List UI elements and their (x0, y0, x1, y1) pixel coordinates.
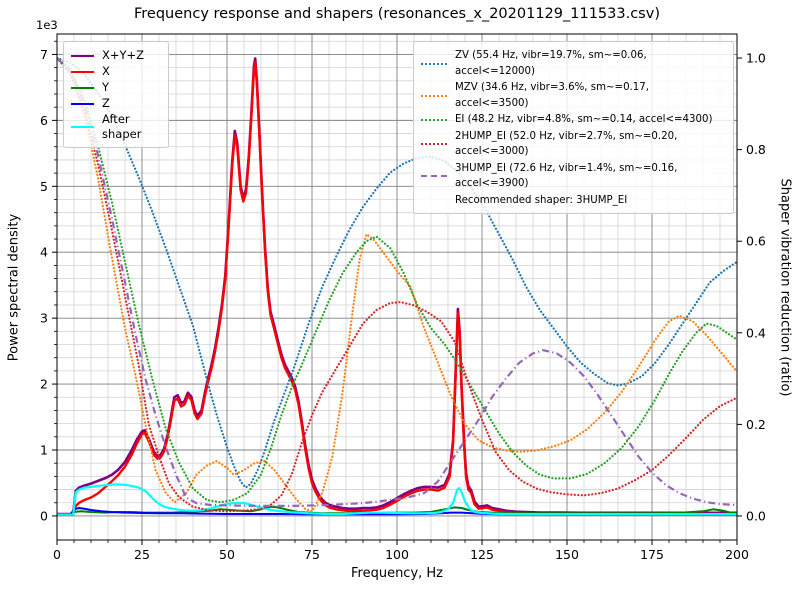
legend-line-sample (71, 70, 94, 73)
legend-label: X (102, 64, 110, 78)
legend-label: After shaper (102, 112, 142, 141)
y-left-tick-label: 2 (40, 377, 48, 392)
y-right-tick-label: 0.8 (746, 142, 766, 157)
y-right-tick-label: 0.4 (746, 325, 766, 340)
legend-item-z: Z (71, 96, 160, 111)
legend-line-sample (71, 102, 94, 105)
grid-minor (57, 34, 737, 540)
legend-label: ZV (55.4 Hz, vibr=19.7%, sm~=0.06, accel… (455, 50, 647, 77)
x-tick-label: 175 (640, 547, 664, 562)
legend-line-sample (421, 143, 447, 145)
legend-shapers: ZV (55.4 Hz, vibr=19.7%, sm~=0.06, accel… (413, 41, 734, 214)
legend-item-ei: EI (48.2 Hz, vibr=4.8%, sm~=0.14, accel<… (421, 112, 725, 128)
axis-tick-labels: 0 25 50 75 100 125 150 175 200 0 1 2 3 4 5 6 7 0.0 0.2 0.4 0… (40, 47, 766, 562)
legend-line-sample (71, 86, 94, 89)
legend-item-x: X (71, 64, 160, 79)
legend-line-sample (421, 118, 447, 121)
y-left-tick-label: 0 (40, 508, 48, 523)
series-after-shaper (57, 483, 737, 516)
y-left-tick-label: 6 (40, 113, 48, 128)
x-tick-label: 150 (555, 547, 579, 562)
series-ei (57, 56, 737, 504)
legend-label: X+Y+Z (102, 48, 145, 62)
legend-item-y: Y (71, 80, 160, 95)
legend-item-3hump_ei: 3HUMP_EI (72.6 Hz, vibr=1.4%, sm~=0.16, … (421, 161, 725, 192)
legend-item-mzv: MZV (34.6 Hz, vibr=3.6%, sm~=0.17, accel… (421, 80, 725, 111)
x-tick-label: 125 (470, 547, 494, 562)
legend-line-sample (421, 94, 447, 97)
legend-item-zv: ZV (55.4 Hz, vibr=19.7%, sm~=0.06, accel… (421, 48, 725, 79)
series-mzv (57, 56, 737, 513)
x-axis-label: Frequency, Hz (350, 566, 444, 581)
x-tick-label: 75 (304, 547, 320, 562)
legend-item-x+y+z: X+Y+Z (71, 48, 160, 63)
legend-label: MZV (34.6 Hz, vibr=3.6%, sm~=0.17, accel… (455, 82, 649, 109)
legend-item-2hump_ei: 2HUMP_EI (52.0 Hz, vibr=2.7%, sm~=0.20, … (421, 129, 725, 160)
legend-line-sample (71, 54, 94, 57)
series-zv (57, 56, 737, 489)
legend-recommended-note: Recommended shaper: 3HUMP_EI (421, 193, 725, 209)
legend-line-sample (421, 175, 447, 177)
legend-psd: X+Y+Z X Y Z After shaper (63, 41, 169, 148)
legend-label: 2HUMP_EI (52.0 Hz, vibr=2.7%, sm~=0.20, … (455, 130, 678, 158)
chart-title: Frequency response and shapers (resonanc… (134, 6, 660, 22)
series-3hump_ei (57, 57, 737, 507)
x-tick-label: 0 (53, 547, 61, 562)
y-left-tick-label: 4 (40, 245, 48, 260)
curves (57, 56, 737, 516)
legend-label: 3HUMP_EI (72.6 Hz, vibr=1.4%, sm~=0.16, … (455, 162, 678, 190)
legend-label: Recommended shaper: 3HUMP_EI (455, 194, 628, 206)
y-right-tick-label: 0.2 (746, 417, 766, 432)
y-right-tick-label: 0.0 (746, 508, 766, 523)
x-tick-label: 200 (725, 547, 749, 562)
x-tick-label: 100 (385, 547, 409, 562)
y-left-tick-label: 3 (40, 311, 48, 326)
y-left-tick-label: 1 (40, 443, 48, 458)
legend-label: EI (48.2 Hz, vibr=4.8%, sm~=0.14, accel<… (455, 114, 713, 125)
y-left-tick-label: 5 (40, 179, 48, 194)
series-2hump_ei (57, 56, 737, 513)
y-right-tick-label: 0.6 (746, 234, 766, 249)
legend-label: Y (102, 80, 110, 94)
y-axis-offset-text: 1e3 (36, 18, 58, 32)
y-right-tick-label: 1.0 (746, 51, 766, 66)
legend-line-sample (421, 62, 447, 65)
legend-line-sample (71, 126, 94, 128)
legend-label: Z (102, 96, 110, 110)
axis-ticks (52, 40, 742, 545)
x-tick-label: 25 (134, 547, 150, 562)
y-axis-left-label: Power spectral density (6, 213, 22, 362)
x-tick-label: 50 (219, 547, 235, 562)
y-axis-right-label: Shaper vibration reduction (ratio) (777, 178, 793, 397)
legend-item-after-shaper: After shaper (71, 112, 160, 142)
y-left-tick-label: 7 (40, 47, 48, 62)
